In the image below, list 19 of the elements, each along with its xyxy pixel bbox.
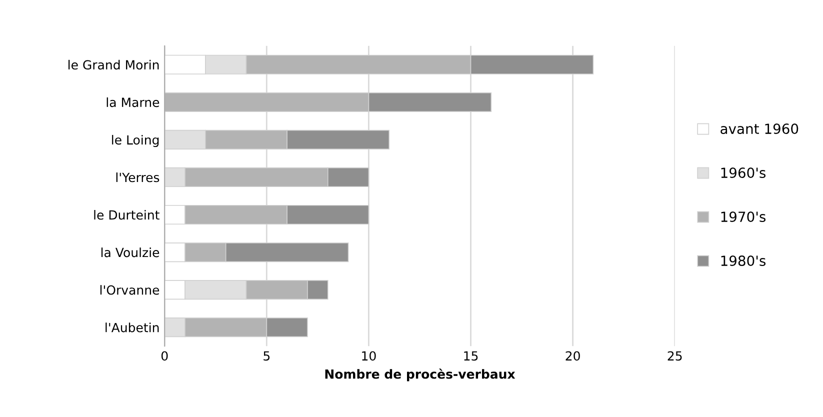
legend-label: avant 1960 — [720, 124, 798, 134]
legend-label: 1960's — [721, 168, 766, 178]
x-tick-label: 10 — [362, 351, 376, 361]
y-tick-label: l'Aubetin — [106, 322, 159, 332]
x-tick-label: 5 — [264, 351, 270, 361]
legend-label: 1970's — [721, 212, 766, 222]
y-tick-label: l'Orvanne — [100, 285, 160, 295]
x-tick-label: 15 — [464, 351, 478, 361]
y-tick-label: la Marne — [106, 97, 160, 108]
x-tick-label: 0 — [161, 351, 168, 361]
x-tick-label: 20 — [566, 351, 580, 361]
y-tick-label: le Durteint — [94, 210, 160, 220]
y-tick-label: le Grand Morin — [68, 60, 159, 70]
x-tick-label: 25 — [668, 351, 682, 361]
y-tick-label: l'Yerres — [116, 172, 160, 182]
x-axis-title: Nombre de procès-verbaux — [325, 368, 516, 382]
y-tick-label: la Voulzie — [101, 248, 160, 258]
legend-label: 1980's — [721, 256, 766, 266]
y-tick-label: le Loing — [112, 134, 159, 148]
